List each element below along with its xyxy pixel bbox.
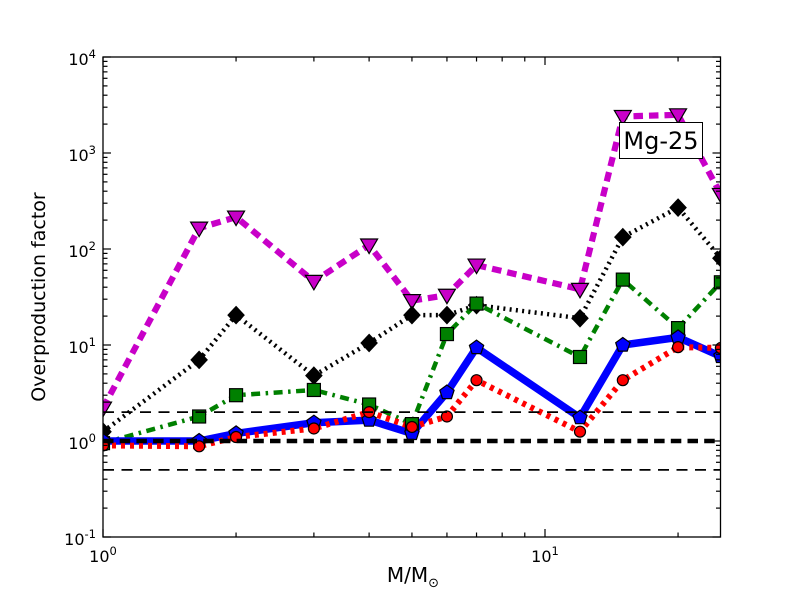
data-point-marker [227,305,245,325]
y-tick-label: 104 [68,47,96,69]
data-point-marker [307,422,320,435]
data-point-marker [469,296,484,311]
data-point-marker [192,409,207,424]
data-point-marker [360,333,378,353]
series-magenta-dashed-triangles-line [103,111,721,410]
data-point-marker [103,401,113,418]
data-point-marker [439,326,455,342]
data-point-marker [671,341,685,354]
data-point-marker [615,272,630,287]
x-tick-label: 100 [89,544,117,566]
data-point-marker [668,108,688,125]
data-point-marker [466,258,487,275]
data-point-marker [468,339,485,355]
data-point-marker [614,336,631,352]
y-tick-label: 103 [68,143,96,165]
y-axis-label: Overproduction factor [28,192,50,402]
data-point-marker [573,425,587,438]
data-point-marker [438,305,456,325]
data-point-marker [306,382,321,398]
data-point-marker [228,388,244,403]
data-point-marker [669,198,687,217]
data-point-marker [572,409,588,425]
x-axis-label-text: M/M [386,563,429,587]
data-point-marker [572,349,588,365]
data-point-marker [570,282,590,300]
data-point-marker [437,288,457,305]
data-point-marker [614,227,632,247]
data-point-marker [189,221,209,238]
data-point-marker [305,366,323,385]
data-point-marker [439,384,455,400]
data-point-marker [359,238,379,255]
data-point-marker [403,305,421,325]
data-point-marker [190,350,208,370]
data-point-marker [711,187,721,204]
y-tick-label: 101 [68,335,96,357]
data-point-marker [226,210,246,227]
isotope-annotation-box: Mg-25 [619,122,703,159]
y-tick-label: 10-1 [64,527,96,549]
data-point-marker [616,374,629,387]
data-point-marker [571,308,589,328]
data-point-marker [193,440,206,453]
data-point-marker [440,410,454,423]
plot-area [103,108,721,471]
data-point-marker [713,275,721,290]
y-tick-label: 100 [68,431,96,453]
series-red-densedot-circles-line [103,344,721,450]
data-point-marker [304,274,324,292]
data-point-marker [613,109,633,127]
data-point-marker [470,374,483,387]
solar-mass-symbol-icon: ⊙ [428,576,440,591]
y-tick-label: 102 [68,239,96,261]
x-axis-label: M/M⊙ [387,563,439,591]
x-tick-label: 101 [531,544,559,566]
data-point-marker [405,420,419,434]
data-point-marker [402,294,422,311]
